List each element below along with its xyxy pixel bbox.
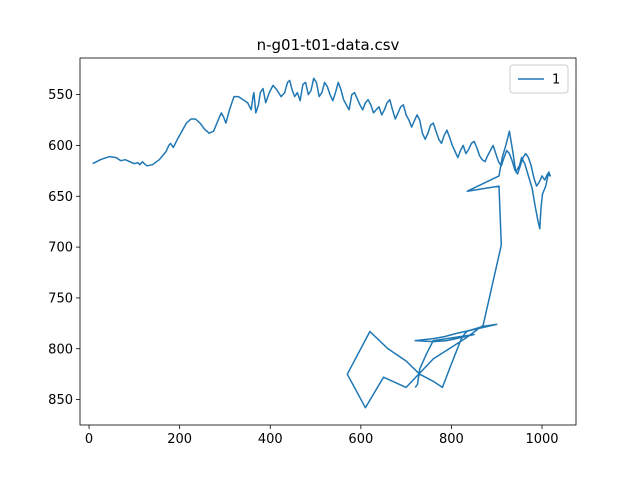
x-tick-label-600: 600 [348,432,373,447]
y-tick-label-650: 650 [48,190,73,205]
y-tick-label-550: 550 [48,88,73,103]
y-tick-label-800: 800 [48,342,73,357]
chart-title: n-g01-t01-data.csv [257,36,400,54]
x-tick-label-200: 200 [167,432,192,447]
y-tick-label-750: 750 [48,291,73,306]
y-tick-label-600: 600 [48,139,73,154]
axes: 0 200 400 600 800 1000 550 600 650 700 750 800 850 [48,57,577,447]
x-tick-label-0: 0 [85,432,93,447]
x-tick-label-400: 400 [258,432,283,447]
x-tick-label-800: 800 [439,432,464,447]
plot-area [92,77,551,409]
y-tick-label-700: 700 [48,241,73,256]
legend: 1 [509,64,569,94]
series-line-1 [92,77,551,409]
legend-label-1: 1 [552,73,560,88]
x-tick-label-1000: 1000 [525,432,558,447]
y-tick-label-850: 850 [48,393,73,408]
axes-frame [79,57,577,426]
